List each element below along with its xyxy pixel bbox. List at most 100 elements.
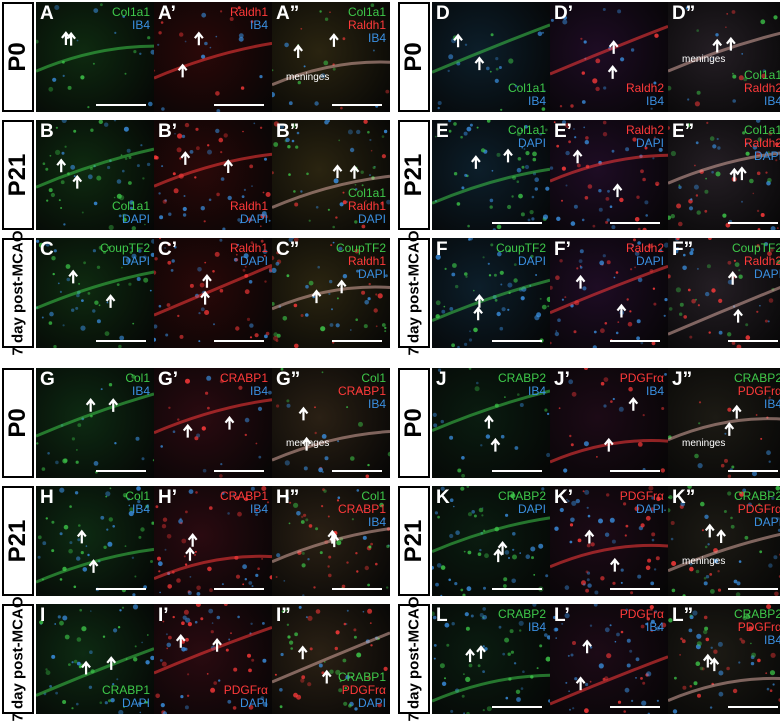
annotation-label: meninges	[286, 438, 329, 449]
stain-label: IB4	[220, 385, 268, 398]
stain-label: IB4	[230, 19, 268, 32]
panel-label: H	[40, 487, 54, 509]
annotation-label: meninges	[682, 438, 725, 449]
panel-label: C	[40, 239, 54, 261]
stain-label: DAPI	[496, 255, 546, 268]
scale-bar	[332, 588, 382, 590]
stain-label: IB4	[734, 398, 780, 411]
row-label: P0	[398, 368, 430, 478]
panel-label: F	[436, 239, 448, 261]
panel-label: H’	[158, 487, 177, 509]
panel-label: D”	[672, 3, 695, 25]
row-label: P21	[2, 486, 34, 596]
panel-label: G’	[158, 369, 178, 391]
scale-bar	[610, 222, 660, 224]
stain-label: IB4	[620, 621, 664, 634]
scale-bar	[728, 222, 778, 224]
stain-label: IB4	[734, 634, 780, 647]
row-label-text: 7 day post-MCAO	[406, 596, 423, 721]
row-label-text: P0	[400, 408, 428, 437]
row-label-text: 7 day post-MCAO	[406, 230, 423, 355]
panel-label: A	[40, 3, 54, 25]
scale-bar	[214, 470, 264, 472]
stain-label: DAPI	[734, 516, 780, 529]
row-label: P21	[398, 486, 430, 596]
row-label: P0	[2, 368, 34, 478]
stain-label: IB4	[220, 503, 268, 516]
stain-label: DAPI	[336, 268, 386, 281]
row-label-text: P0	[4, 42, 32, 71]
panel-label: J”	[672, 369, 692, 391]
panel-label: A”	[276, 3, 299, 25]
stain-label: IB4	[498, 621, 546, 634]
panel-label: C’	[158, 239, 177, 261]
scale-bar	[728, 340, 778, 342]
panel-label: D’	[554, 3, 573, 25]
row-label-text: 7 day post-MCAO	[10, 596, 27, 721]
panel-label: C”	[276, 239, 299, 261]
panel-label: L’	[554, 605, 570, 627]
stain-label: IB4	[498, 385, 546, 398]
stain-label: IB4	[338, 398, 386, 411]
stain-label: DAPI	[620, 503, 664, 516]
stain-label: IB4	[338, 516, 386, 529]
annotation-label: meninges	[682, 54, 725, 65]
row-label-text: P0	[400, 42, 428, 71]
row-label: P0	[398, 2, 430, 112]
panel-label: A’	[158, 3, 176, 25]
scale-bar	[610, 340, 660, 342]
scale-bar	[96, 340, 146, 342]
panel-label: E	[436, 121, 449, 143]
panel-label: B	[40, 121, 54, 143]
panel-label: K’	[554, 487, 573, 509]
scale-bar	[492, 340, 542, 342]
stain-label: DAPI	[744, 150, 780, 163]
scale-bar	[332, 104, 382, 106]
panel-label: J’	[554, 369, 570, 391]
row-label: 7 day post-MCAO	[2, 604, 34, 714]
stain-label: DAPI	[230, 255, 268, 268]
row-label-text: P21	[400, 154, 428, 197]
stain-label: DAPI	[732, 268, 780, 281]
row-label: 7 day post-MCAO	[398, 604, 430, 714]
scale-bar	[96, 104, 146, 106]
scale-bar	[492, 588, 542, 590]
row-label: 7 day post-MCAO	[2, 238, 34, 348]
panel-label: I”	[276, 605, 291, 627]
scale-bar	[96, 470, 146, 472]
stain-label: IB4	[112, 19, 150, 32]
